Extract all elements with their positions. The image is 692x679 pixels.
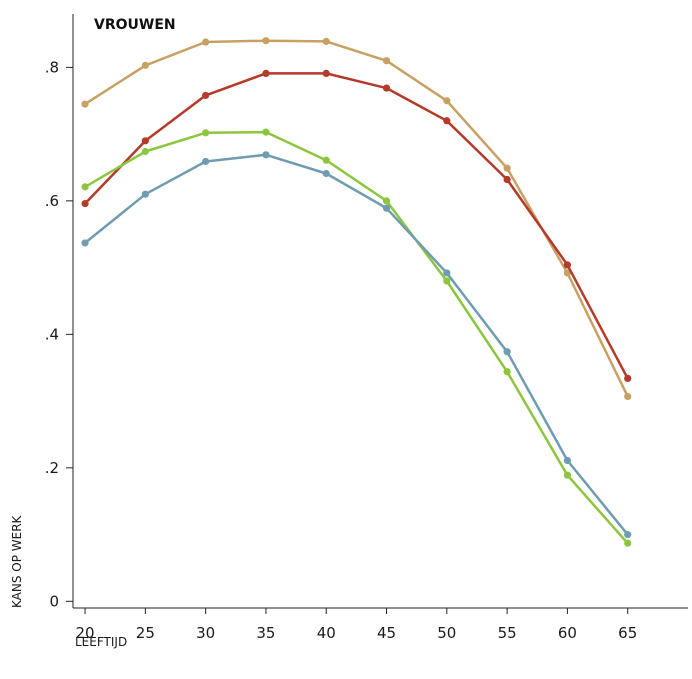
x-tick-label: 25 — [136, 624, 155, 642]
x-axis-ticks: 20 25 30 35 40 45 50 55 60 65 — [76, 608, 637, 642]
series-line — [83, 153, 629, 536]
series-4 — [81, 151, 632, 539]
series-line — [83, 39, 629, 398]
data-point — [81, 100, 89, 108]
data-point — [382, 57, 391, 65]
data-point — [443, 97, 451, 105]
y-axis-title: KANS OP WERK — [10, 514, 24, 608]
data-point — [202, 91, 210, 100]
data-point — [624, 530, 632, 539]
data-point — [503, 164, 511, 172]
x-tick-label: 40 — [317, 624, 336, 642]
data-point — [503, 175, 511, 184]
data-point — [141, 190, 149, 198]
chart-title: VROUWEN — [94, 17, 176, 33]
data-point — [443, 277, 451, 285]
data-point — [322, 169, 330, 178]
data-point — [81, 239, 89, 247]
series-layer — [81, 37, 632, 547]
data-point — [443, 269, 451, 277]
data-point — [141, 147, 149, 156]
x-tick-label: 20 — [76, 624, 95, 642]
x-tick-label: 65 — [618, 624, 637, 642]
data-point — [563, 456, 572, 465]
y-axis-ticks: 0 .2 .4 .6 .8 — [45, 58, 73, 610]
data-point — [141, 61, 149, 69]
data-point — [81, 183, 89, 191]
x-tick-label: 30 — [196, 624, 215, 642]
data-point — [624, 539, 632, 547]
data-point — [262, 69, 270, 77]
data-point — [202, 38, 210, 46]
data-point — [262, 151, 270, 159]
data-point — [624, 392, 632, 401]
x-axis-title: LEEFTIJD — [75, 635, 127, 649]
data-point — [563, 471, 572, 479]
data-point — [322, 156, 330, 164]
x-tick-label: 45 — [377, 624, 396, 642]
data-point — [443, 117, 451, 125]
series-1 — [81, 37, 632, 401]
data-point — [503, 348, 511, 356]
series-3 — [81, 128, 632, 547]
x-tick-label: 50 — [437, 624, 456, 642]
data-point — [624, 374, 632, 383]
series-2 — [81, 69, 632, 383]
x-tick-label: 60 — [558, 624, 577, 642]
data-point — [382, 197, 391, 205]
data-point — [81, 199, 89, 208]
y-tick-label: .4 — [45, 325, 59, 343]
data-point — [202, 129, 210, 137]
data-point — [262, 128, 270, 136]
data-point — [141, 137, 149, 145]
data-point — [503, 368, 511, 376]
x-tick-label: 55 — [498, 624, 517, 642]
y-tick-label: 0 — [49, 592, 59, 610]
y-tick-label: .2 — [45, 459, 59, 477]
data-point — [563, 269, 572, 277]
x-tick-label: 35 — [256, 624, 275, 642]
series-line — [83, 72, 629, 380]
data-point — [563, 261, 572, 269]
y-tick-label: .6 — [45, 192, 59, 210]
y-tick-label: .8 — [45, 58, 59, 76]
data-point — [262, 37, 270, 45]
data-point — [322, 37, 330, 45]
data-point — [202, 157, 210, 166]
data-point — [382, 84, 391, 92]
data-point — [322, 69, 330, 77]
data-point — [382, 204, 391, 212]
series-line — [83, 130, 629, 545]
